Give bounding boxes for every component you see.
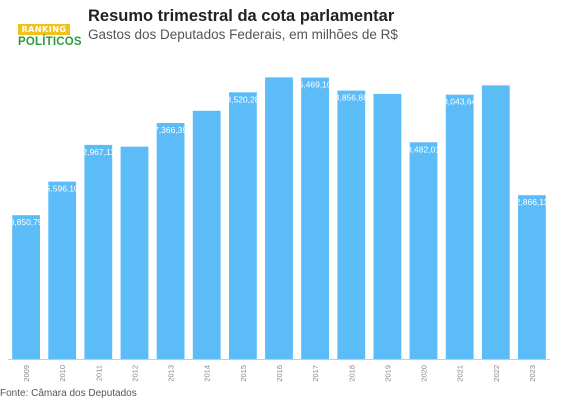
data-label-2010: 35,596,104 (41, 184, 84, 194)
x-tick-2010: 2010 (58, 365, 67, 382)
data-label-2023: 32,866,118 (511, 197, 553, 207)
x-tick-2023: 2023 (528, 365, 537, 382)
ranking-politicos-logo: RANKING POLÍTICOS (18, 24, 82, 52)
data-label-2015: 53,520,289 (222, 94, 265, 104)
source-note: Fonte: Câmara dos Deputados (0, 388, 137, 399)
bar-2018 (337, 90, 366, 359)
chart-subtitle: Gastos dos Deputados Federais, em milhõe… (88, 27, 398, 42)
bar-2017 (301, 77, 329, 359)
data-label-2013: 47,366,393 (149, 125, 192, 135)
x-tick-2018: 2018 (347, 365, 356, 382)
data-label-2011: 42,967,111 (78, 147, 120, 157)
x-tick-2012: 2012 (131, 365, 140, 382)
data-label-2018: 53,856,883 (330, 93, 373, 103)
bar-2021 (445, 94, 474, 359)
x-tick-2015: 2015 (239, 365, 248, 382)
bar-2015 (229, 92, 257, 360)
x-tick-2020: 2020 (420, 365, 429, 382)
chart-title: Resumo trimestral da cota parlamentar (88, 7, 395, 25)
data-label-2021: 53,043,647 (438, 97, 481, 107)
data-label-2020: 43,482,016 (402, 144, 445, 154)
x-tick-2019: 2019 (383, 365, 392, 382)
bar-2014 (192, 110, 221, 359)
bar-2022 (481, 85, 510, 360)
bar-2010 (48, 181, 77, 359)
bar-2019 (373, 93, 402, 360)
x-tick-2009: 2009 (22, 365, 31, 382)
bar-2023 (518, 195, 546, 359)
data-label-2017: 56,469,101 (294, 80, 337, 90)
x-tick-2016: 2016 (275, 365, 284, 382)
data-label-2009: 28,850,794 (5, 217, 48, 227)
bar-2016 (265, 77, 293, 360)
x-tick-2021: 2021 (456, 365, 465, 382)
logo-ranking-text: RANKING (18, 24, 70, 35)
logo-politicos-text: POLÍTICOS (18, 36, 82, 48)
bar-2012 (120, 146, 149, 359)
x-tick-2017: 2017 (311, 365, 320, 382)
x-tick-2011: 2011 (94, 365, 103, 381)
bar-2009 (12, 215, 40, 359)
x-tick-2013: 2013 (167, 365, 176, 382)
bar-2013 (156, 123, 185, 359)
bar-2020 (409, 142, 438, 359)
bar-2011 (84, 144, 113, 359)
x-tick-2022: 2022 (492, 365, 501, 382)
x-tick-2014: 2014 (203, 365, 212, 382)
